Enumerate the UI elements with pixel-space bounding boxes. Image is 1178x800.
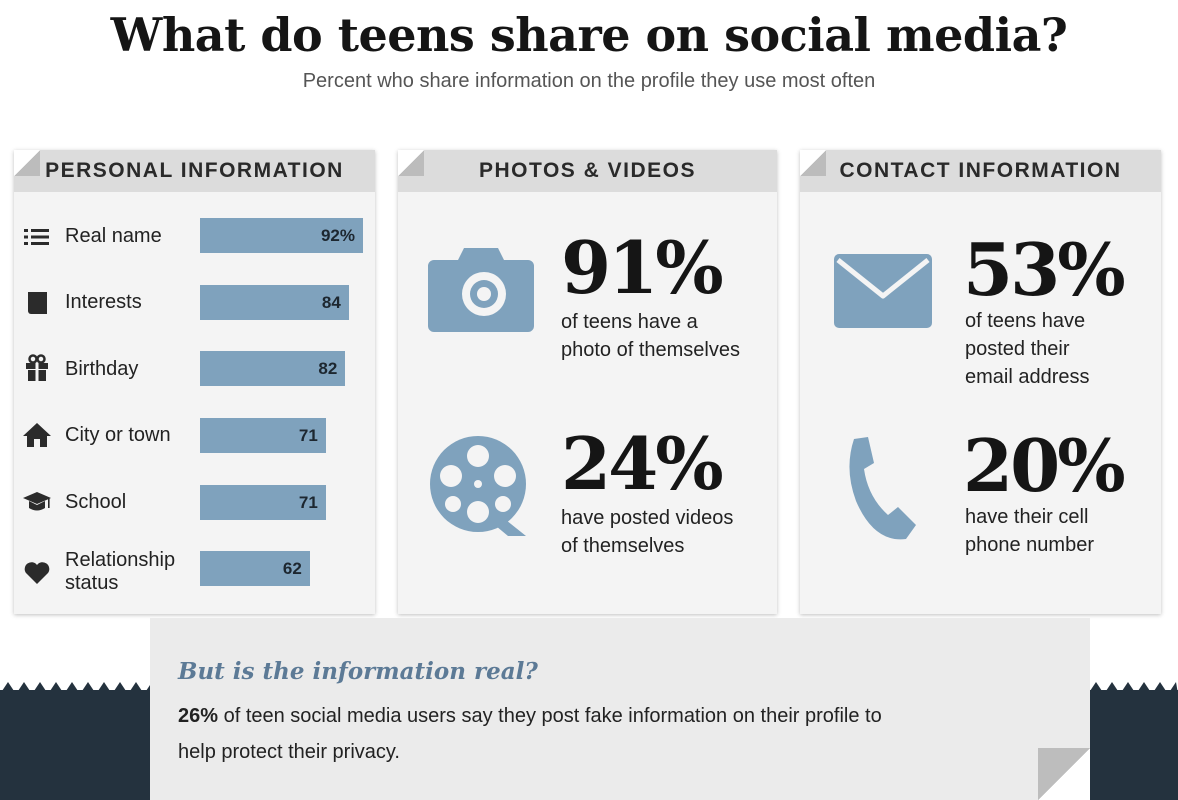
bar-real-name <box>200 218 363 253</box>
phone-percent: 20% <box>963 423 1126 508</box>
row-label-real-name: Real name <box>65 225 162 247</box>
video-description: have posted videos of themselves <box>561 507 734 557</box>
camera-icon <box>428 248 534 332</box>
gift-icon <box>26 354 48 381</box>
phone-description: have their cell phone number <box>965 506 1094 556</box>
bar-value-interests: 84 <box>321 293 341 312</box>
row-label-relationship-status: Relationship status <box>65 549 175 595</box>
photo-percent: 91% <box>561 225 724 310</box>
bar-relationship-status <box>200 551 310 586</box>
corner-fold <box>800 150 826 176</box>
note-percent: 26% <box>178 705 219 727</box>
bar-value-real-name: 92% <box>320 226 355 245</box>
corner-fold <box>14 150 40 176</box>
phone-icon <box>849 437 916 540</box>
email-percent: 53% <box>963 227 1126 312</box>
contact-information-header: CONTACT INFORMATION <box>800 150 1161 192</box>
page-subtitle: Percent who share information on the pro… <box>302 70 876 92</box>
personal-information-header: PERSONAL INFORMATION <box>14 150 375 192</box>
house-icon <box>23 423 51 447</box>
row-label-school: School <box>65 491 127 513</box>
bar-birthday <box>200 351 346 386</box>
row-label-relationship-line2: status <box>65 572 119 594</box>
list-icon <box>24 229 49 245</box>
bar-city-or-town <box>200 418 326 453</box>
book-icon <box>28 292 47 314</box>
photos-videos-panel: PHOTOS & VIDEOS 91% of teens have a phot… <box>398 150 777 614</box>
heart-icon <box>24 562 50 584</box>
graduation-cap-icon <box>23 492 51 511</box>
note-body-line2: help protect their privacy. <box>178 741 400 763</box>
bar-value-city-or-town: 71 <box>298 426 318 445</box>
row-label-interests: Interests <box>65 291 142 313</box>
bar-value-school: 71 <box>298 493 318 512</box>
personal-information-panel: PERSONAL INFORMATION Real name 92% Inter… <box>14 150 375 614</box>
film-reel-icon <box>430 436 526 536</box>
corner-fold <box>398 150 424 176</box>
email-description: of teens have posted their email address <box>965 310 1090 388</box>
bar-value-birthday: 82 <box>318 359 338 378</box>
bar-school <box>200 485 326 520</box>
row-label-birthday: Birthday <box>65 358 139 380</box>
note-heading: But is the information real? <box>178 658 538 685</box>
note-body: 26% of teen social media users say they … <box>178 698 1038 770</box>
row-label-relationship-line1: Relationship <box>65 549 176 571</box>
bar-value-relationship-status: 62 <box>282 559 302 578</box>
page-title: What do teens share on social media? <box>110 8 1068 62</box>
contact-information-panel: CONTACT INFORMATION 53% of teens have po… <box>800 150 1161 614</box>
bar-interests <box>200 285 349 320</box>
photo-description: of teens have a photo of themselves <box>561 311 740 361</box>
video-percent: 24% <box>561 421 724 506</box>
fake-information-note: But is the information real? 26% of teen… <box>150 618 1090 800</box>
photos-videos-header: PHOTOS & VIDEOS <box>398 150 777 192</box>
note-corner-fold <box>1038 748 1090 800</box>
row-label-city-or-town: City or town <box>65 424 171 446</box>
note-body-line1: of teen social media users say they post… <box>218 705 882 727</box>
envelope-icon <box>834 254 932 328</box>
